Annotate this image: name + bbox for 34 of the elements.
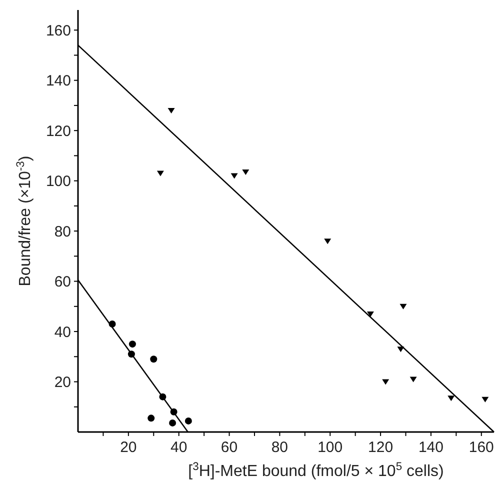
point	[242, 170, 250, 176]
x-tick-label: 160	[468, 439, 494, 456]
y-tick-label: 40	[54, 324, 71, 341]
point	[410, 376, 417, 382]
x-axis-title: [$^{3}$H]-MetE bound (fmol/5 × 10$^{5}$ cells)	[188, 461, 444, 480]
point	[169, 419, 176, 426]
point	[230, 173, 238, 179]
point	[184, 417, 192, 424]
y-tick-label: 120	[46, 122, 71, 140]
point	[148, 414, 155, 422]
point	[168, 108, 175, 114]
x-tick-label: 20	[120, 439, 137, 456]
point	[128, 340, 136, 348]
point	[366, 311, 374, 317]
y-tick-label: 80	[54, 223, 71, 240]
y-tick-label: 160	[46, 22, 71, 40]
y-tick-label: 60	[54, 274, 71, 291]
x-tick-label: 100	[318, 439, 343, 456]
point	[324, 238, 332, 244]
point	[397, 346, 404, 352]
point	[448, 396, 455, 402]
x-tick-label: 40	[170, 439, 188, 456]
point	[482, 396, 489, 402]
x-tick-label: 60	[220, 439, 238, 456]
point	[150, 356, 158, 363]
point	[156, 170, 164, 176]
point	[400, 304, 407, 310]
point	[382, 379, 390, 385]
x-tick-label: 140	[418, 439, 444, 456]
y-tick-label: 20	[54, 374, 71, 392]
x-tick-label: 120	[368, 439, 394, 456]
y-tick-label: 100	[46, 173, 71, 190]
y-tick-label: 140	[46, 72, 71, 90]
x-tick-label: 80	[271, 439, 288, 456]
